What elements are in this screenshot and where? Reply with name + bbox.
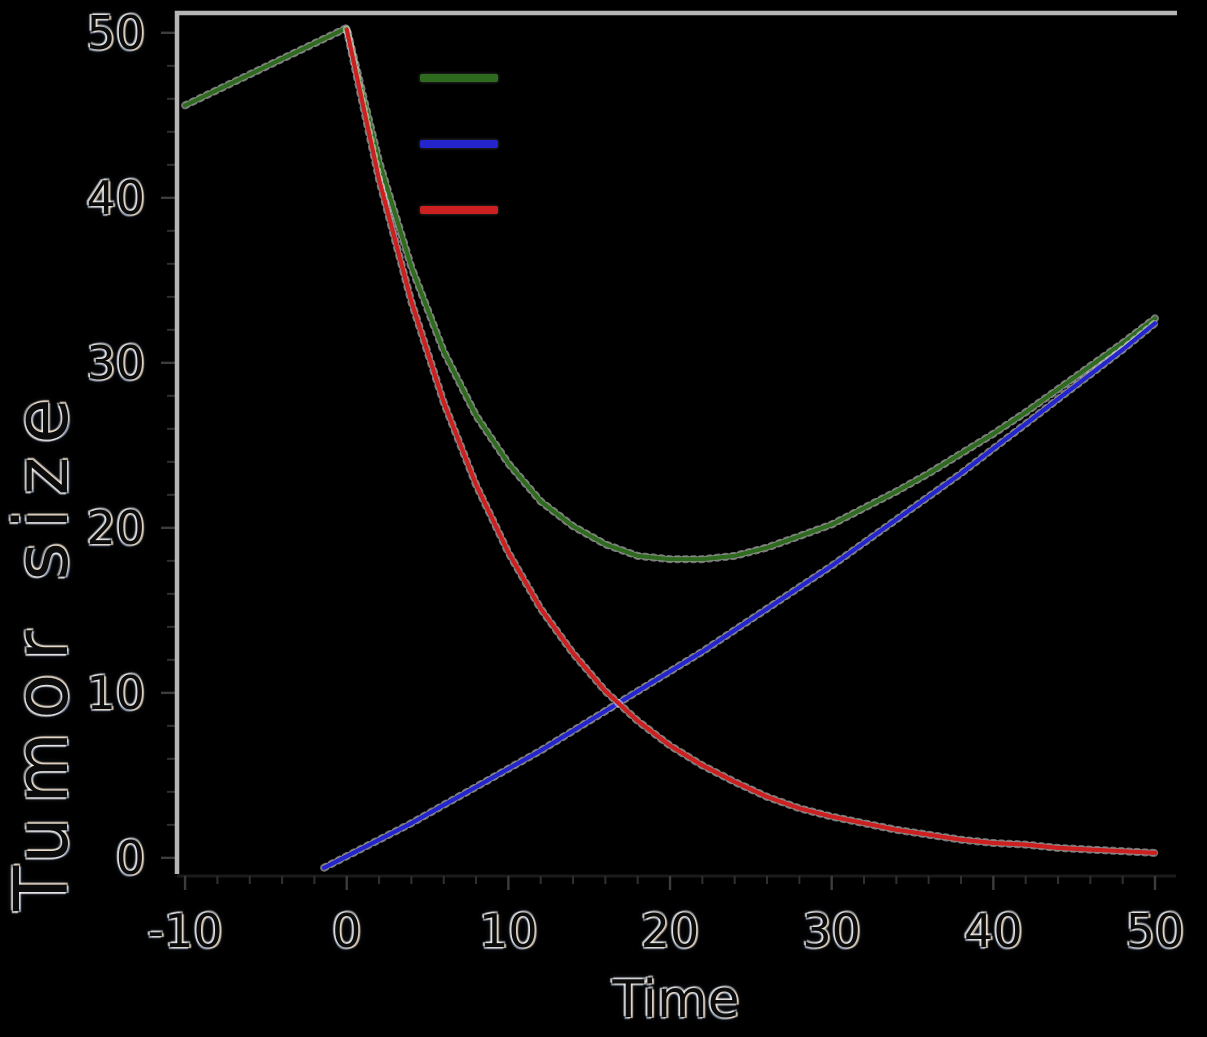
y-tick-label: 10: [86, 665, 145, 720]
x-tick-label: 50: [1125, 904, 1185, 958]
x-tick-label: -10: [147, 904, 223, 958]
green-curve-treated-tumor-total-halo: [181, 23, 1159, 564]
x-tick-label: 0: [332, 904, 362, 958]
red-curve-decaying-population-glow: [344, 28, 1156, 856]
y-tick-label: 40: [86, 170, 145, 225]
red-curve-decaying-population-halo: [342, 25, 1159, 857]
legend-swatch-green: [420, 74, 498, 82]
blue-line-regrowing-population-line: [322, 321, 1158, 870]
x-tick-label: 40: [964, 904, 1023, 958]
red-curve-decaying-population-line: [344, 27, 1158, 856]
green-curve-treated-tumor-total-glow: [183, 25, 1157, 562]
x-tick-label: 10: [479, 904, 538, 958]
y-tick-label: 20: [86, 500, 145, 555]
y-tick-label: 50: [86, 5, 145, 60]
y-tick-label: 30: [86, 335, 145, 390]
x-tick-label: 30: [802, 904, 861, 958]
y-tick-label: 0: [115, 830, 145, 885]
green-curve-treated-tumor-total-line: [183, 25, 1158, 562]
legend-swatch-blue: [420, 140, 498, 148]
x-tick-label: 20: [640, 904, 700, 958]
x-axis-label: Time: [612, 970, 740, 1030]
legend-swatch-red: [420, 206, 498, 214]
